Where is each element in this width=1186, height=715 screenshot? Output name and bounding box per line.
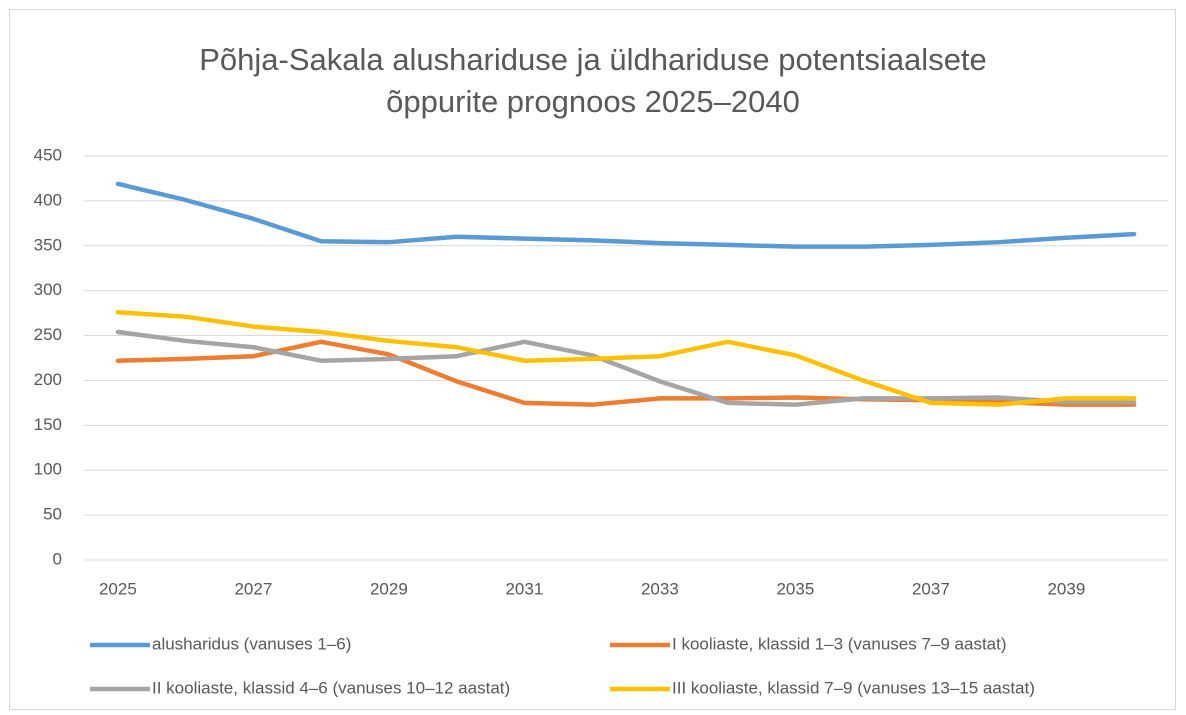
x-tick-label: 2025	[99, 579, 137, 598]
series-line	[115, 339, 1137, 407]
x-tick-label: 2027	[234, 579, 272, 598]
x-tick-label: 2033	[641, 579, 679, 598]
series-line	[115, 309, 1137, 407]
legend-label: alusharidus (vanuses 1–6)	[152, 634, 351, 653]
x-tick-label: 2029	[370, 579, 408, 598]
y-tick-label: 200	[34, 370, 62, 389]
y-tick-label: 100	[34, 460, 62, 479]
legend-label: III kooliaste, klassid 7–9 (vanuses 13–1…	[672, 678, 1035, 697]
y-tick-label: 50	[43, 505, 62, 524]
chart-title: Põhja-Sakala alushariduse ja üldhariduse…	[199, 42, 987, 77]
x-tick-label: 2039	[1047, 579, 1085, 598]
chart-title: õppurite prognoos 2025–2040	[386, 84, 800, 119]
y-tick-label: 450	[34, 145, 62, 164]
x-tick-label: 2037	[912, 579, 950, 598]
legend-label: II kooliaste, klassid 4–6 (vanuses 10–12…	[152, 678, 510, 697]
y-tick-label: 300	[34, 280, 62, 299]
series-line	[115, 329, 1137, 407]
y-tick-label: 400	[34, 190, 62, 209]
y-tick-label: 350	[34, 235, 62, 254]
y-tick-label: 150	[34, 415, 62, 434]
series-line	[115, 181, 1137, 249]
legend-label: I kooliaste, klassid 1–3 (vanuses 7–9 aa…	[672, 634, 1007, 653]
x-tick-label: 2031	[505, 579, 543, 598]
x-tick-label: 2035	[776, 579, 814, 598]
y-tick-label: 250	[34, 325, 62, 344]
y-tick-label: 0	[53, 549, 62, 568]
